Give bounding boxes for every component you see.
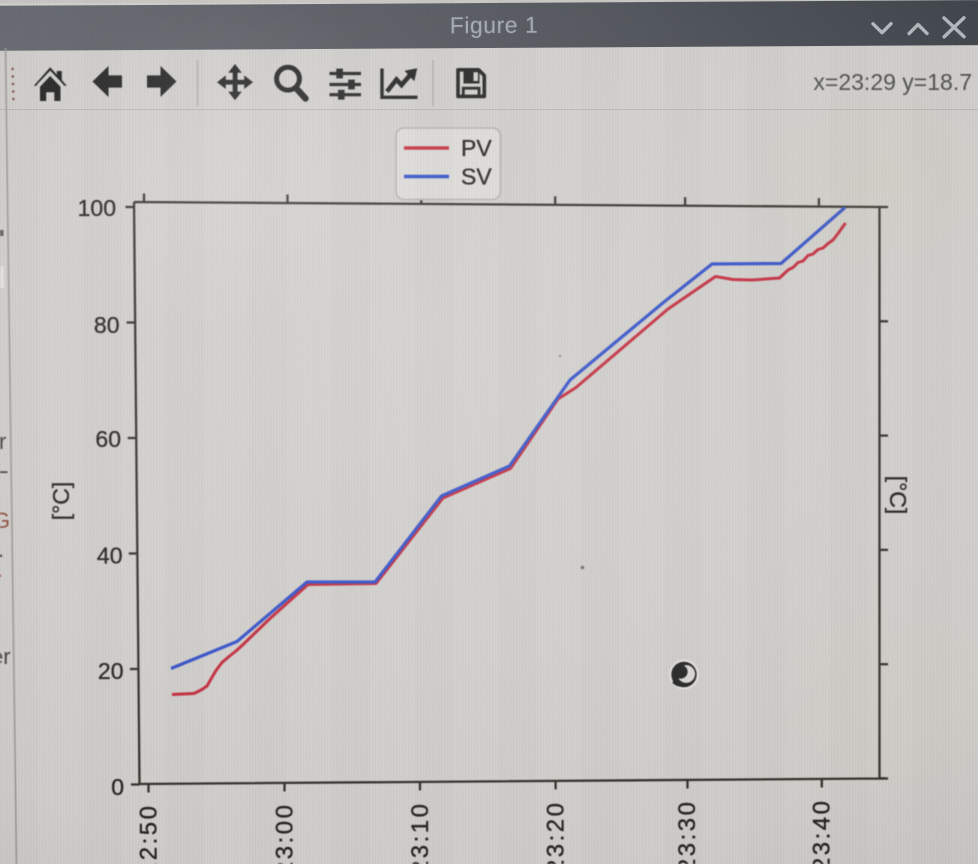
svg-text:L: L — [0, 453, 8, 478]
svg-text:er: er — [0, 644, 11, 669]
svg-text:60: 60 — [95, 426, 121, 452]
svg-text:G: G — [0, 508, 10, 533]
svg-text:[°C]: [°C] — [885, 476, 911, 515]
svg-text:100: 100 — [78, 195, 116, 221]
svg-text:23:40: 23:40 — [809, 799, 836, 864]
svg-text:20: 20 — [98, 658, 124, 684]
svg-text:PV: PV — [461, 135, 492, 161]
svg-text:23:20: 23:20 — [543, 801, 570, 864]
svg-text:0: 0 — [111, 774, 124, 800]
svg-text:.: . — [0, 557, 3, 582]
svg-text:23:00: 23:00 — [272, 803, 299, 864]
svg-text:40: 40 — [97, 543, 123, 569]
svg-text:23:10: 23:10 — [407, 802, 434, 864]
svg-text:22:50: 22:50 — [136, 804, 163, 864]
svg-text:80: 80 — [94, 312, 120, 338]
svg-text:23:30: 23:30 — [674, 800, 701, 864]
svg-text:r: r — [0, 429, 6, 454]
svg-text:[°C]: [°C] — [48, 482, 74, 521]
svg-text:SV: SV — [461, 164, 492, 190]
